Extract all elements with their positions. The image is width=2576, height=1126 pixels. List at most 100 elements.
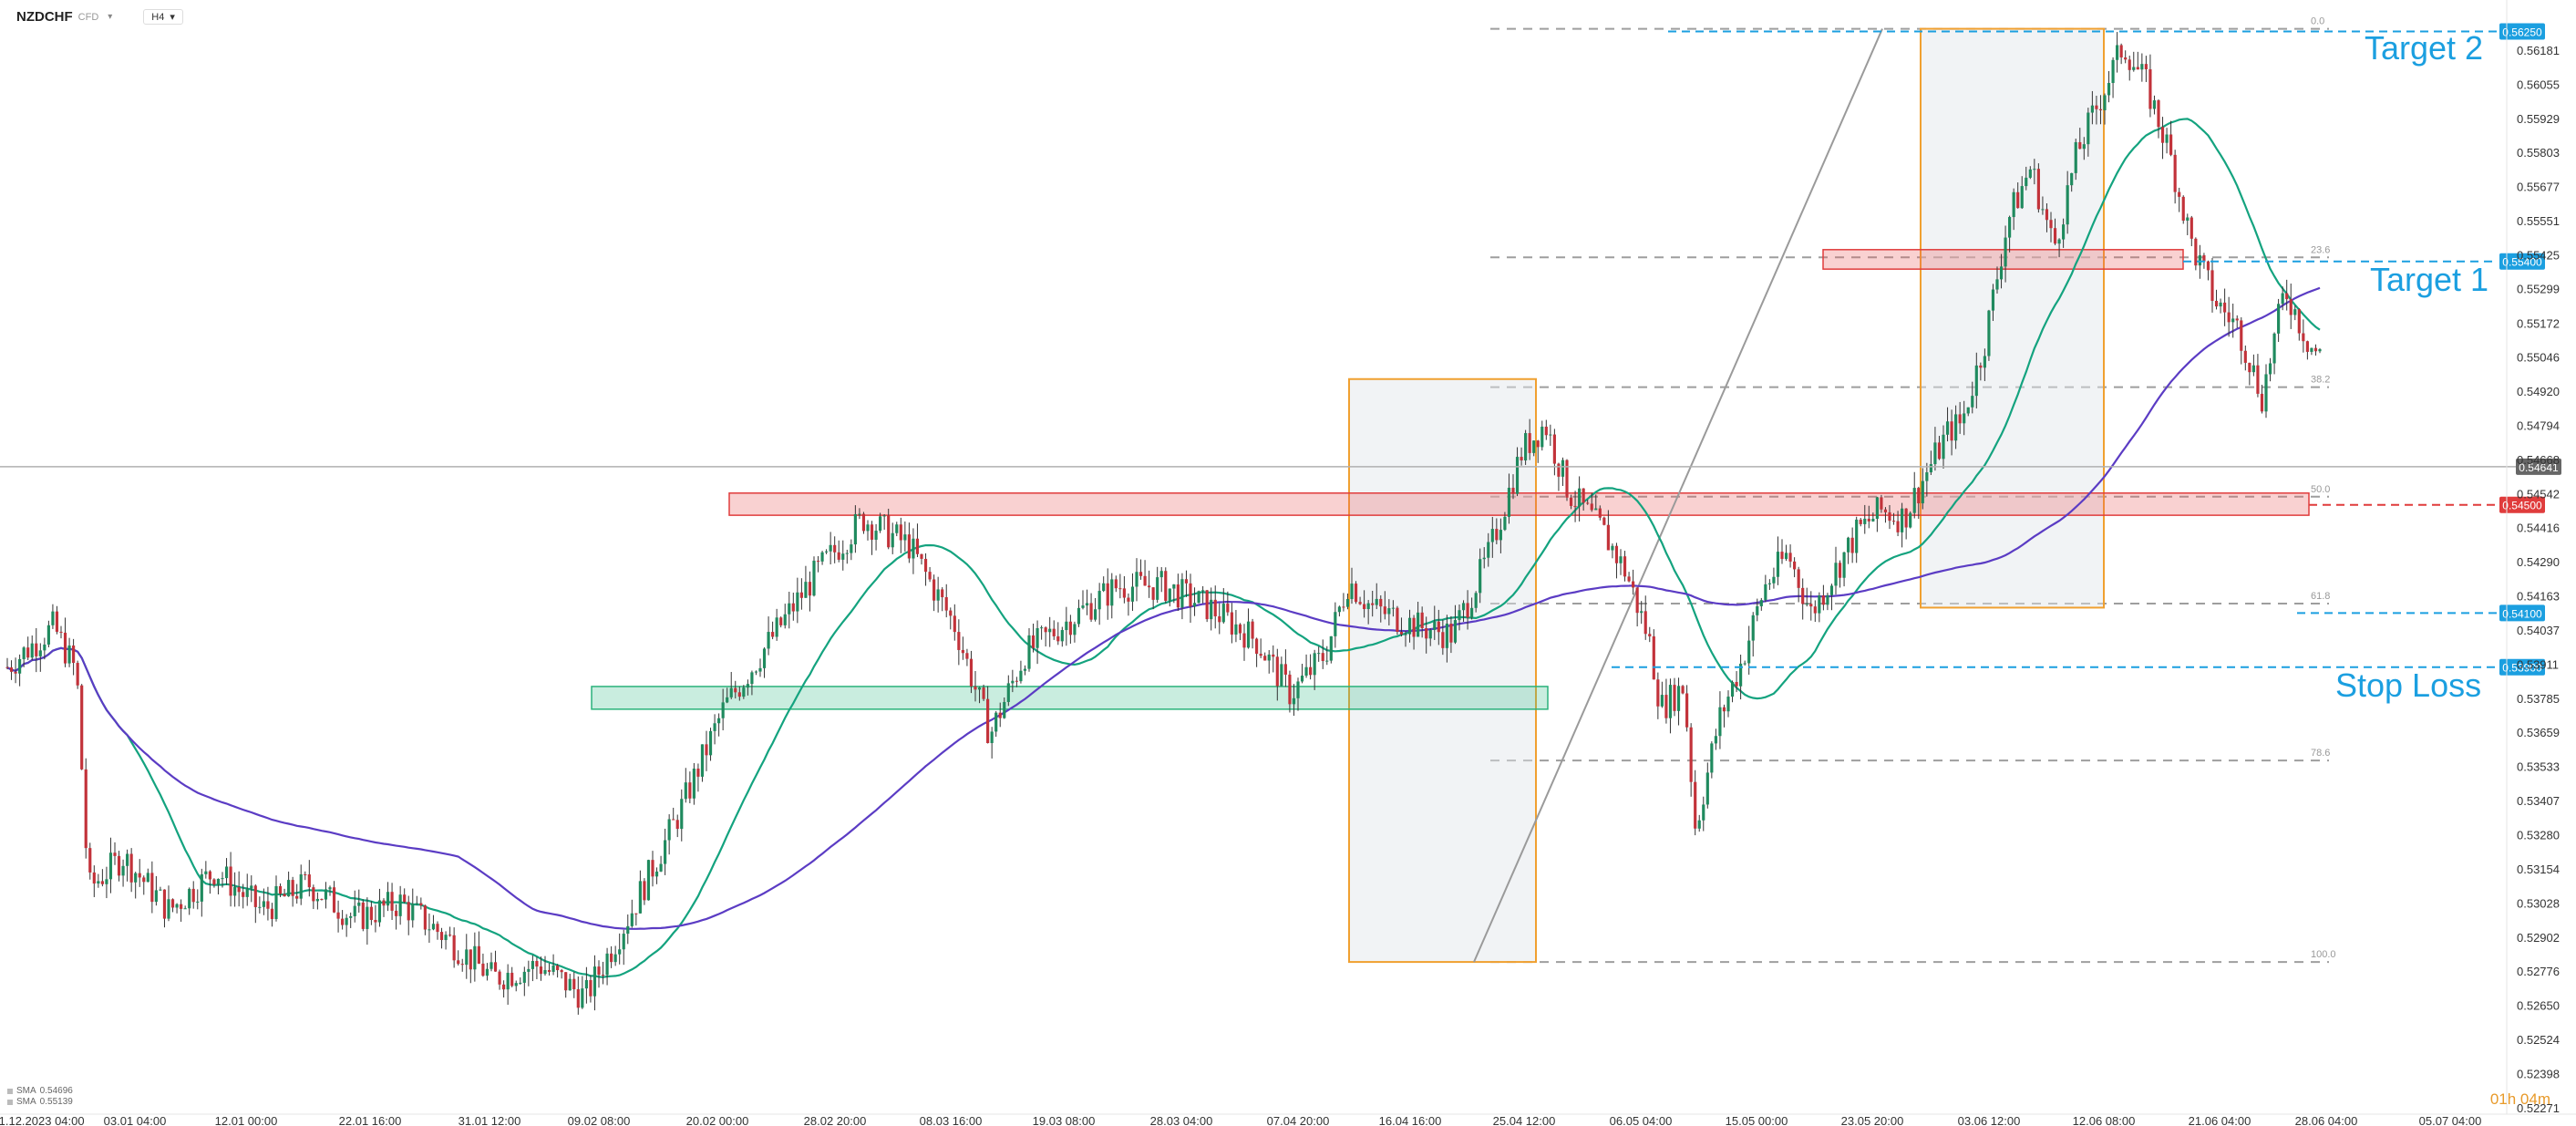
candle-body (1048, 628, 1052, 633)
y-tick-label: 0.53028 (2517, 896, 2560, 910)
candle-body (2028, 169, 2032, 178)
candle-body (1524, 433, 1528, 460)
candle-body (1102, 583, 1106, 592)
candle-body (2243, 350, 2247, 363)
fibonacci-retracement[interactable]: 0.0 23.6 38.2 50.0 61.8 78.6 100.0 (1490, 16, 2336, 964)
candle-body (2272, 333, 2276, 364)
candle-body (1255, 638, 1259, 655)
candle-body (1151, 587, 1155, 600)
candle-body (233, 886, 237, 896)
range-box[interactable] (1920, 27, 2105, 609)
level-price-tag[interactable] (2499, 23, 2545, 40)
fib-label: 50.0 (2311, 484, 2330, 495)
candle-body (2186, 217, 2190, 221)
candle-body (407, 902, 410, 921)
indicator-label: SMA (16, 1086, 36, 1096)
candle-body (696, 769, 700, 777)
candle-body (1694, 781, 1697, 829)
chevron-down-icon[interactable]: ▾ (108, 12, 113, 22)
candle-body (59, 631, 63, 633)
resistance-zone[interactable] (1822, 249, 2184, 270)
candle-body (1602, 517, 1606, 525)
candle-body (1267, 654, 1271, 661)
candle-body (2049, 220, 2053, 229)
level-price-tag[interactable] (2499, 604, 2545, 622)
candle-body (1056, 635, 1060, 642)
trendline-segment[interactable] (1473, 28, 1883, 963)
candle-body (990, 731, 994, 744)
level-price-tag[interactable] (2499, 496, 2545, 513)
candle-body (1461, 603, 1466, 611)
candle-body (1573, 505, 1577, 507)
candle-body (502, 984, 506, 990)
price-zones[interactable] (591, 249, 2310, 710)
candle-body (1751, 615, 1755, 641)
candle-body (1826, 594, 1829, 605)
candle-body (986, 698, 990, 744)
candle-body (2210, 270, 2214, 301)
candle-body (1176, 584, 1180, 608)
resistance-zone[interactable] (728, 492, 2310, 516)
range-box[interactable] (1348, 377, 1537, 964)
price-levels[interactable]: 0.54641 0.56250 Target 2 0.55400 Target 1 0.5… (0, 23, 2561, 704)
candle-body (2305, 341, 2309, 352)
candle-body (1052, 628, 1056, 636)
candle-body (1925, 472, 1929, 481)
candle-body (1838, 563, 1842, 578)
candle-body (1474, 593, 1478, 608)
candle-body (1875, 497, 1879, 519)
candle-body (1813, 606, 1817, 614)
candle-body (1036, 628, 1039, 648)
candle-body (1089, 603, 1093, 620)
y-tick-label: 0.56055 (2517, 77, 2560, 91)
symbol-name[interactable]: NZDCHF (16, 9, 73, 25)
trendline[interactable] (1473, 28, 1883, 963)
candle-body (1627, 576, 1631, 582)
candle-body (1623, 556, 1627, 577)
candle-body (581, 988, 584, 1008)
candle-body (5, 666, 9, 668)
candle-body (879, 516, 882, 532)
candle-body (2008, 217, 2012, 238)
candle-body (1156, 577, 1159, 600)
range-boxes[interactable] (1348, 27, 2105, 964)
candle-body (1809, 604, 1813, 607)
candle-body (1420, 612, 1424, 629)
candle-body (829, 544, 832, 552)
timeframe-selector[interactable]: H4 ▾ (143, 9, 183, 25)
candle-body (2041, 209, 2045, 211)
candle-body (366, 906, 369, 929)
y-tick-label: 0.54920 (2517, 385, 2560, 398)
candle-body (788, 603, 791, 615)
candle-body (564, 972, 568, 991)
candle-body (850, 544, 853, 553)
candle-body (2132, 67, 2136, 70)
candle-body (2173, 154, 2177, 192)
price-axis[interactable]: 0.56181 0.56055 0.55929 0.55803 0.55677 0.555… (2506, 0, 2560, 1115)
candle-body (1606, 524, 1610, 551)
level-price-tag[interactable] (2499, 658, 2545, 676)
x-tick-label: 08.03 16:00 (920, 1114, 983, 1126)
candle-body (654, 871, 659, 877)
candle-body (1354, 584, 1358, 603)
indicator-row[interactable]: SMA 0.54696 (7, 1086, 73, 1097)
y-tick-label: 0.55172 (2517, 316, 2560, 330)
candle-body (1578, 488, 1582, 507)
support-zone[interactable] (591, 686, 1549, 710)
y-tick-label: 0.53785 (2517, 692, 2560, 706)
y-tick-label: 0.53911 (2517, 657, 2559, 671)
candle-body (1784, 553, 1788, 560)
candle-body (547, 970, 551, 972)
y-tick-label: 0.53280 (2517, 829, 2560, 842)
candles (5, 32, 2322, 1015)
level-price-tag[interactable] (2499, 253, 2545, 270)
candle-body (1739, 663, 1743, 687)
time-axis[interactable]: 21.12.2023 04:00 03.01 04:00 12.01 00:00 22… (0, 1113, 2576, 1126)
candle-body (1487, 542, 1490, 558)
candle-body (754, 671, 758, 673)
indicator-row[interactable]: SMA 0.55139 (7, 1097, 73, 1108)
candle-body (477, 945, 480, 964)
candle-body (539, 966, 543, 975)
candle-body (1664, 695, 1668, 718)
